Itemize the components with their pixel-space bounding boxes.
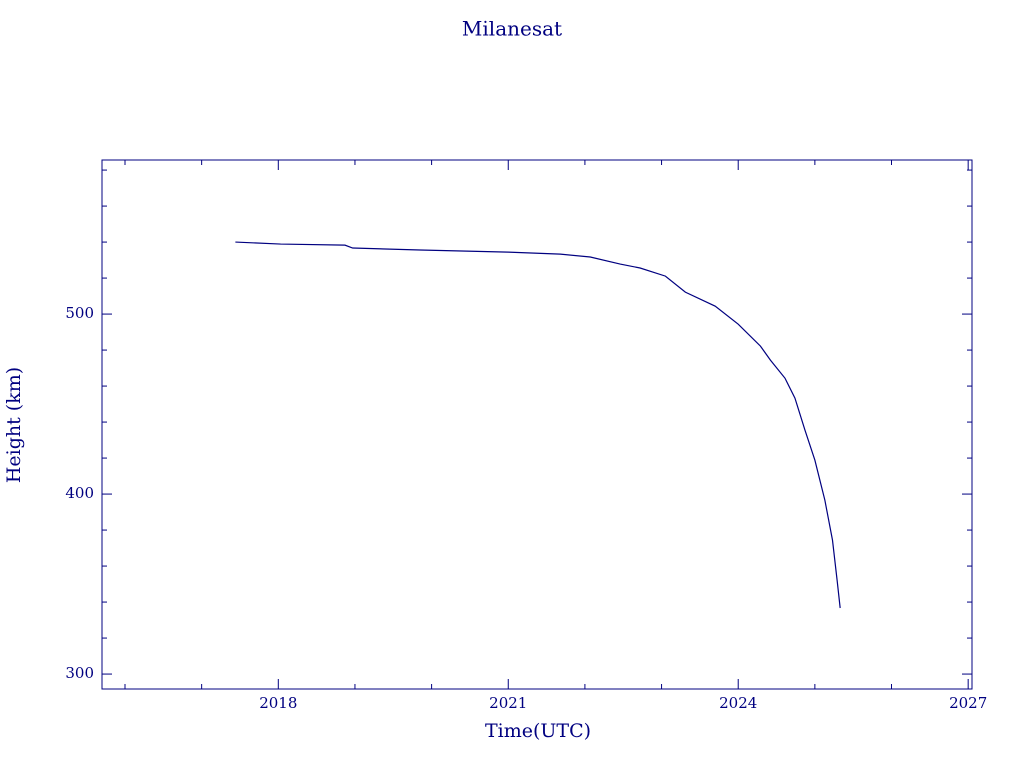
x-axis-label: Time(UTC) [485, 720, 591, 742]
y-tick-label: 400 [65, 484, 94, 502]
data-line [235, 241, 841, 609]
chart-title: Milanesat [462, 17, 562, 41]
x-tick-label: 2021 [489, 694, 527, 712]
x-tick-label: 2024 [719, 694, 757, 712]
y-tick-label: 500 [65, 304, 94, 322]
y-axis-label: Height (km) [3, 367, 25, 483]
plot-frame [101, 159, 973, 690]
x-tick-label: 2027 [949, 694, 987, 712]
x-tick-label: 2018 [259, 694, 297, 712]
y-tick-label: 300 [65, 664, 94, 682]
